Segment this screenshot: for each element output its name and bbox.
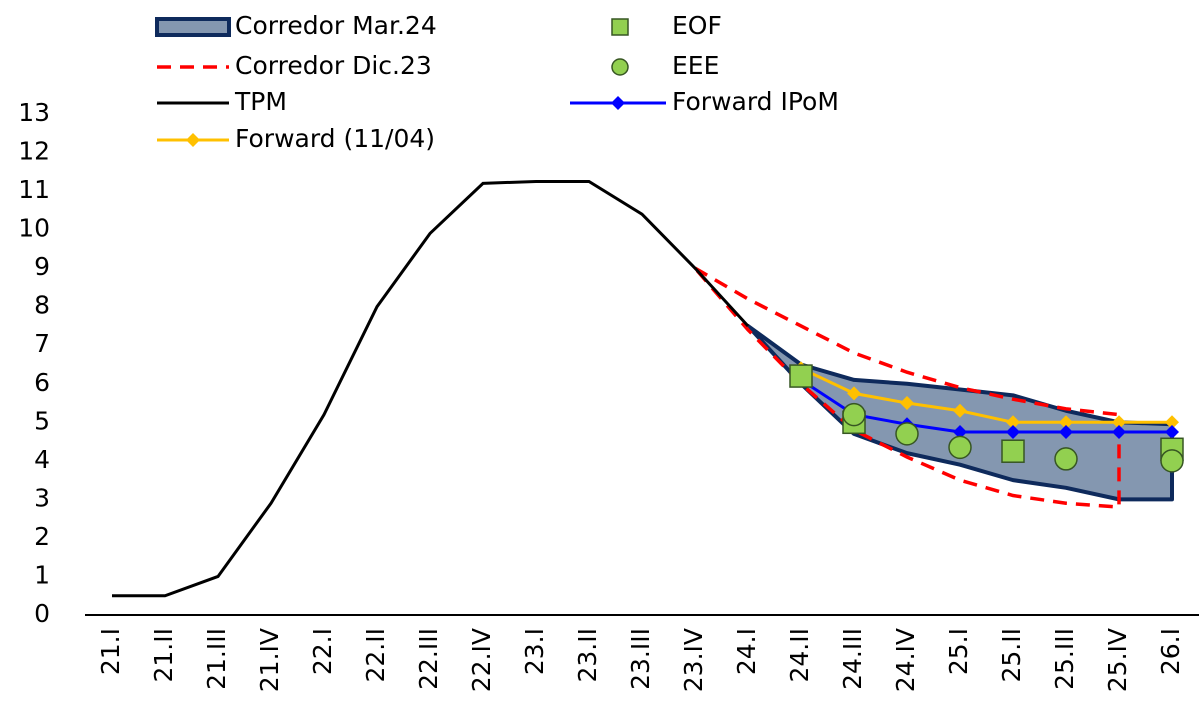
forward-marker	[847, 386, 861, 401]
y-tick-label: 10	[18, 214, 50, 243]
x-tick-label: 21.II	[149, 628, 178, 683]
y-tick-label: 11	[18, 175, 50, 204]
legend-label: Corredor Dic.23	[235, 51, 432, 80]
forward-marker	[1059, 415, 1073, 430]
forward-line	[800, 366, 1172, 424]
forward-marker	[1165, 424, 1179, 439]
legend-swatch	[611, 18, 629, 36]
forward-marker	[1165, 415, 1179, 430]
legend-label: Forward IPoM	[672, 87, 839, 116]
x-tick-label: 22.I	[308, 628, 337, 675]
x-tick-label: 22.III	[414, 628, 443, 690]
forward-marker	[1112, 415, 1126, 430]
y-tick-label: 3	[34, 483, 50, 512]
eee-marker	[895, 422, 919, 446]
eee-marker	[1160, 449, 1184, 473]
forward-marker	[900, 396, 914, 411]
x-tick-label: 21.IV	[255, 628, 284, 692]
x-tick-label: 23.I	[520, 628, 549, 675]
y-tick-label: 1	[34, 560, 50, 589]
x-tick-label: 25.II	[997, 628, 1026, 683]
x-tick-label: 23.III	[626, 628, 655, 690]
legend-label: EEE	[672, 51, 719, 80]
legend-swatch	[611, 96, 625, 110]
y-tick-label: 2	[34, 522, 50, 551]
x-tick-label: 23.IV	[679, 628, 708, 692]
y-tick-label: 12	[18, 137, 50, 166]
y-tick-label: 13	[18, 98, 50, 127]
x-tick-label: 25.I	[944, 628, 973, 675]
x-tick-label: 23.II	[573, 628, 602, 683]
y-tick-label: 7	[34, 329, 50, 358]
legend-label: Corredor Mar.24	[235, 11, 437, 40]
forward-marker	[953, 403, 967, 418]
forward-marker	[1006, 415, 1020, 430]
forward-marker	[1112, 424, 1126, 439]
x-tick-label: 25.III	[1050, 628, 1079, 690]
forward-marker	[1006, 424, 1020, 439]
eof-marker	[1001, 439, 1025, 463]
x-tick-label: 21.I	[96, 628, 125, 675]
tpm-line	[112, 179, 750, 598]
x-tick-label: 24.II	[785, 628, 814, 683]
legend-label: TPM	[234, 87, 287, 116]
y-tick-label: 0	[34, 599, 50, 628]
y-tick-label: 8	[34, 291, 50, 320]
y-tick-label: 5	[34, 406, 50, 435]
forward-marker	[953, 424, 967, 439]
legend-label: Forward (11/04)	[235, 124, 435, 153]
legend-label: EOF	[672, 11, 722, 40]
eee-marker	[1054, 447, 1078, 471]
x-tick-label: 26.I	[1156, 628, 1185, 675]
x-tick-label: 24.I	[732, 628, 761, 675]
x-tick-label: 21.III	[202, 628, 231, 690]
legend-swatch	[186, 133, 200, 147]
x-tick-label: 24.IV	[891, 628, 920, 692]
y-tick-label: 4	[34, 445, 50, 474]
y-tick-label: 9	[34, 252, 50, 281]
legend-swatch	[155, 17, 231, 37]
eof-marker	[789, 364, 813, 388]
x-tick-label: 22.II	[361, 628, 390, 683]
y-tick-label: 6	[34, 368, 50, 397]
legend-swatch	[611, 58, 629, 76]
eee-marker	[948, 435, 972, 460]
x-tick-label: 25.IV	[1103, 628, 1132, 692]
forward-marker	[1059, 424, 1073, 439]
x-tick-label: 24.III	[838, 628, 867, 690]
eee-marker	[842, 402, 866, 427]
x-tick-label: 22.IV	[467, 628, 496, 692]
